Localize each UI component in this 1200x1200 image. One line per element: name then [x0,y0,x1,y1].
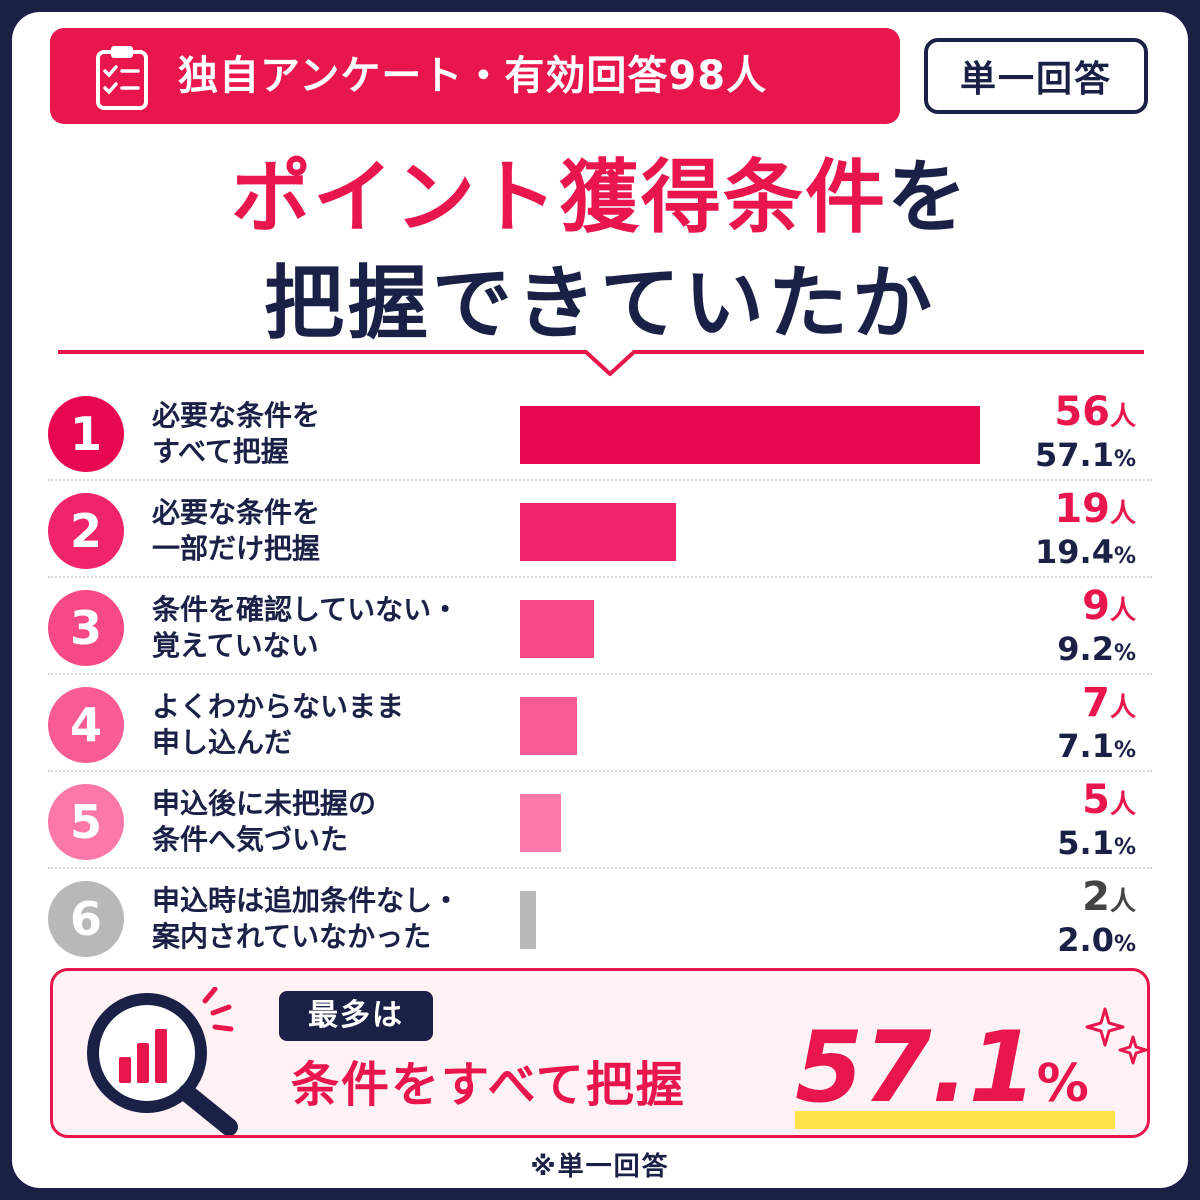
survey-badge: 独自アンケート・有効回答98人 [50,28,900,124]
bar [520,600,594,658]
chart-row: 1 必要な条件を すべて把握 56人 57.1% [48,384,1152,481]
category-label: 申込時は追加条件なし・ 案内されていなかった [152,883,492,955]
percent-label: 9.2% [1057,630,1136,673]
page-title-line1: ポイント獲得条件を [12,150,1188,246]
percent-unit: % [1113,738,1136,763]
infographic-card: 独自アンケート・有効回答98人 単一回答 ポイント獲得条件を 把握できていたか … [12,12,1188,1188]
bar [520,406,980,464]
percent-value: 19.4 [1035,533,1114,571]
chart-row: 4 よくわからないまま 申し込んだ 7人 7.1% [48,675,1152,772]
count-value: 19 [1054,486,1110,532]
value-highlight [795,1111,1115,1129]
chart-row: 3 条件を確認していない・ 覚えていない 9人 9.2% [48,578,1152,675]
percent-label: 57.1% [1035,436,1136,479]
category-label-line2: 案内されていなかった [152,920,432,953]
count-value: 2 [1082,874,1110,920]
rank-number: 2 [48,493,124,569]
category-label-line1: 申込後に未把握の [152,787,377,820]
count-unit: 人 [1109,499,1136,529]
sparkle-icon [1085,1007,1148,1065]
count-value: 5 [1082,777,1110,823]
bar-chart: 1 必要な条件を すべて把握 56人 57.1% 2 必要な条件を 一部だけ把握 19人 19.4… [48,384,1152,966]
percent-value: 2.0 [1057,921,1114,959]
count-unit: 人 [1109,596,1136,626]
count-label: 19人 [1054,485,1136,538]
category-label: 必要な条件を すべて把握 [152,398,492,470]
count-label: 5人 [1082,776,1136,829]
category-label: 必要な条件を 一部だけ把握 [152,495,492,567]
percent-value: 5.1 [1057,824,1114,862]
category-label: 条件を確認していない・ 覚えていない [152,592,492,664]
category-label: 申込後に未把握の 条件へ気づいた [152,786,492,858]
rank-number: 1 [48,396,124,472]
summary-value: 57.1% [795,1013,1089,1139]
count-unit: 人 [1109,790,1136,820]
category-label-line2: 覚えていない [152,629,319,662]
survey-label: 独自アンケート・有効回答98人 [178,53,768,99]
count-value: 56 [1054,389,1110,435]
percent-unit: % [1113,544,1136,569]
chart-row: 6 申込時は追加条件なし・ 案内されていなかった 2人 2.0% [48,869,1152,966]
category-label-line2: 条件へ気づいた [152,823,349,856]
percent-value: 7.1 [1057,727,1114,765]
percent-unit: % [1113,932,1136,957]
category-label-line1: 必要な条件を [152,399,321,432]
count-unit: 人 [1109,402,1136,432]
count-value: 9 [1082,583,1110,629]
count-label: 56人 [1054,388,1136,441]
percent-label: 19.4% [1035,533,1136,576]
count-value: 7 [1082,680,1110,726]
summary-number: 57.1 [795,1011,1037,1125]
page-title-line2: 把握できていたか [264,257,936,350]
count-label: 2人 [1082,873,1136,926]
rank-number: 3 [48,590,124,666]
percent-label: 7.1% [1057,727,1136,770]
magnifier-chart-icon [87,987,238,1135]
summary-unit: % [1036,1054,1089,1114]
bar [520,794,561,852]
bar [520,503,676,561]
category-label-line2: すべて把握 [152,435,289,468]
count-unit: 人 [1109,887,1136,917]
count-label: 9人 [1082,582,1136,635]
title-divider [58,350,1144,376]
percent-unit: % [1113,447,1136,472]
category-label-line1: 条件を確認していない・ [152,593,460,626]
chart-row: 5 申込後に未把握の 条件へ気づいた 5人 5.1% [48,772,1152,869]
count-label: 7人 [1082,679,1136,732]
percent-unit: % [1113,641,1136,666]
category-label-line1: よくわからないまま [152,690,405,723]
rank-number: 4 [48,687,124,763]
bar [520,891,536,949]
percent-unit: % [1113,835,1136,860]
footnote: ※単一回答 [530,1152,670,1182]
rank-number: 5 [48,784,124,860]
category-label-line2: 申し込んだ [152,726,293,759]
rank-number: 6 [48,881,124,957]
clipboard-checklist-icon [96,46,148,110]
summary-box: 最多は 条件をすべて把握 57.1% [50,968,1150,1138]
title-highlight: ポイント獲得条件 [231,151,887,244]
title-tail: を [887,151,969,244]
bar [520,697,577,755]
category-label-line1: 必要な条件を [152,496,321,529]
category-label-line2: 一部だけ把握 [152,532,321,565]
percent-label: 2.0% [1057,921,1136,964]
percent-value: 57.1 [1035,436,1114,474]
percent-label: 5.1% [1057,824,1136,867]
summary-label: 条件をすべて把握 [291,1057,686,1113]
count-unit: 人 [1109,693,1136,723]
most-badge: 最多は [279,991,433,1041]
category-label-line1: 申込時は追加条件なし・ [152,884,461,917]
chart-row: 2 必要な条件を 一部だけ把握 19人 19.4% [48,481,1152,578]
single-answer-badge: 単一回答 [924,38,1148,114]
percent-value: 9.2 [1057,630,1114,668]
category-label: よくわからないまま 申し込んだ [152,689,492,761]
